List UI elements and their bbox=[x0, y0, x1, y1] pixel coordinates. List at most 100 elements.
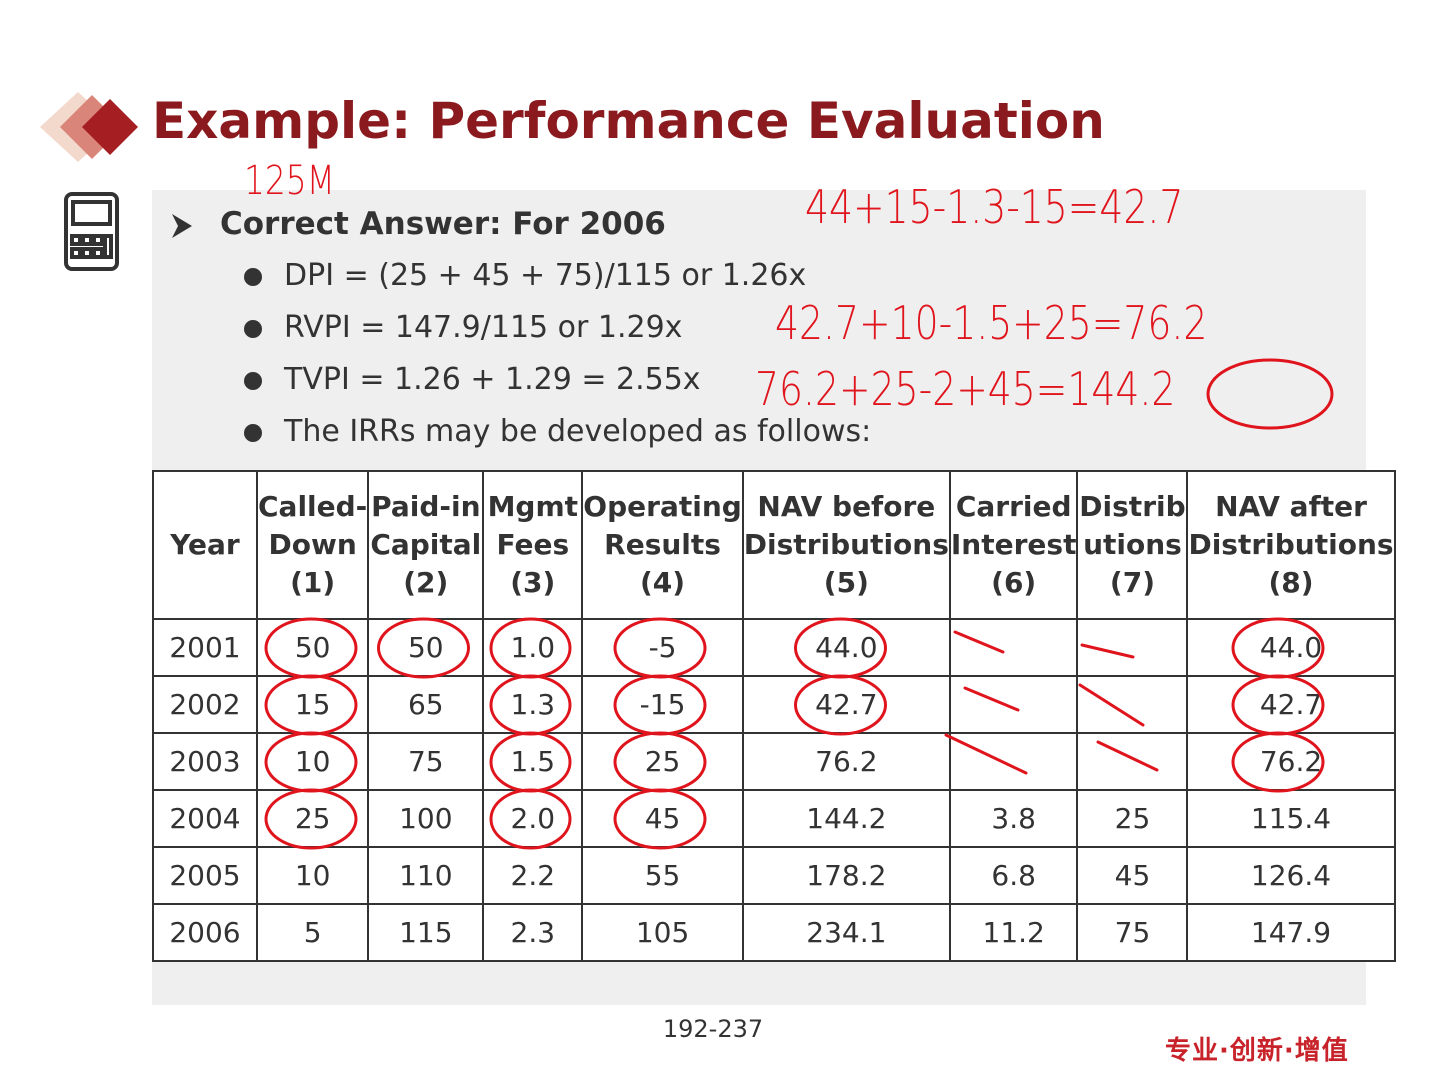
table-cell: 2006 bbox=[152, 903, 258, 962]
header-line: Operating bbox=[583, 490, 742, 523]
ink-circle bbox=[1231, 674, 1325, 736]
bullet-dot bbox=[244, 424, 262, 442]
header-cell: NAV before Distributions (5) bbox=[741, 470, 951, 620]
header-line: Year bbox=[170, 528, 240, 561]
table-cell: 50 bbox=[367, 618, 485, 677]
table-cell: 6.8 bbox=[948, 846, 1079, 905]
bullet-dot bbox=[244, 320, 262, 338]
bullet: The IRRs may be developed as follows: bbox=[284, 414, 872, 449]
irr-table: Year Called- Down (1) Paid-in Capital (2) Mgmt F… bbox=[152, 470, 1396, 962]
logo: 专业·创新·增值 bbox=[1165, 1036, 1349, 1066]
table-cell: 11.2 bbox=[948, 903, 1079, 962]
header-cell: Mgmt Fees (3) bbox=[482, 470, 584, 620]
table-row: 2005 10 110 2.2 55 178.2 6.8 45 126.4 bbox=[152, 846, 1396, 905]
table-cell: 2004 bbox=[152, 789, 258, 848]
table-row: 2004 25 100 2.0 45 144.2 3.8 25 115.4 bbox=[152, 789, 1396, 848]
table-cell: 76.2 bbox=[741, 732, 951, 791]
ink-circle bbox=[489, 617, 572, 679]
ink-circle bbox=[377, 617, 470, 679]
table-cell: 45 bbox=[581, 789, 744, 848]
header-line: (6) bbox=[991, 566, 1037, 599]
table-cell bbox=[1076, 675, 1189, 734]
table-cell: 115.4 bbox=[1186, 789, 1396, 848]
header-cell: Year bbox=[152, 470, 258, 620]
table-cell: 45 bbox=[1076, 846, 1189, 905]
answer-heading: Correct Answer: For 2006 bbox=[220, 206, 666, 242]
header-line: Distrib bbox=[1079, 490, 1186, 523]
table-cell bbox=[948, 675, 1079, 734]
table-cell: 75 bbox=[367, 732, 485, 791]
ink-circle bbox=[613, 674, 707, 736]
table-cell: 110 bbox=[367, 846, 485, 905]
annotation: 44+15-1.3-15=42.7 bbox=[805, 180, 1184, 234]
table-cell: 100 bbox=[367, 789, 485, 848]
table-cell: 42.7 bbox=[741, 675, 951, 734]
header-cell: NAV after Distributions (8) bbox=[1186, 470, 1396, 620]
header-line: (3) bbox=[510, 566, 556, 599]
header-cell: Operating Results (4) bbox=[581, 470, 744, 620]
table-cell: 2.3 bbox=[482, 903, 584, 962]
header-line: Mgmt bbox=[487, 490, 579, 523]
table-row: 2002 15 65 1.3 -15 42.7 42.7 bbox=[152, 675, 1396, 734]
ink-circle bbox=[264, 674, 358, 736]
header-cell: Paid-in Capital (2) bbox=[367, 470, 485, 620]
ink-circle bbox=[264, 617, 358, 679]
table-cell: 44.0 bbox=[741, 618, 951, 677]
header-line: NAV before bbox=[757, 490, 936, 523]
table-cell: 3.8 bbox=[948, 789, 1079, 848]
header-line: (8) bbox=[1268, 566, 1314, 599]
header-line: Interest bbox=[950, 528, 1077, 561]
header-line: (5) bbox=[823, 566, 869, 599]
ink-circle bbox=[264, 788, 358, 850]
header-line: Called- bbox=[258, 490, 368, 523]
table-cell: 126.4 bbox=[1186, 846, 1396, 905]
table-cell bbox=[1076, 732, 1189, 791]
header-line: Capital bbox=[370, 528, 482, 561]
header-cell: Called- Down (1) bbox=[255, 470, 370, 620]
ink-stroke bbox=[953, 630, 1005, 654]
bullet-dot bbox=[244, 372, 262, 390]
ink-stroke bbox=[1078, 683, 1145, 727]
bullet: RVPI = 147.9/115 or 1.29x bbox=[284, 310, 683, 345]
table-cell bbox=[948, 732, 1079, 791]
ink-circle bbox=[264, 731, 358, 793]
ink-stroke bbox=[944, 733, 1028, 775]
ink-circle bbox=[489, 674, 572, 736]
table-cell: 2005 bbox=[152, 846, 258, 905]
bullet-dot bbox=[244, 268, 262, 286]
header-line: Distributions bbox=[1188, 528, 1394, 561]
page-number: 192-237 bbox=[662, 1015, 764, 1043]
slide-title: Example: Performance Evaluation bbox=[152, 92, 1105, 150]
ink-circle bbox=[613, 788, 707, 850]
table-cell: 2002 bbox=[152, 675, 258, 734]
arrow-bullet bbox=[172, 214, 192, 238]
table-cell: 2001 bbox=[152, 618, 258, 677]
table-cell: 147.9 bbox=[1186, 903, 1396, 962]
table-cell: 5 bbox=[255, 903, 370, 962]
table-row: 2003 10 75 1.5 25 76.2 76.2 bbox=[152, 732, 1396, 791]
ink-stroke bbox=[1096, 740, 1159, 772]
header-line: NAV after bbox=[1215, 490, 1367, 523]
bullet: TVPI = 1.26 + 1.29 = 2.55x bbox=[284, 362, 701, 397]
ink-stroke bbox=[1080, 643, 1135, 659]
header-line: Fees bbox=[496, 528, 570, 561]
table-cell: 65 bbox=[367, 675, 485, 734]
table-cell: 55 bbox=[581, 846, 744, 905]
header-line: utions bbox=[1083, 528, 1182, 561]
table-cell: 115 bbox=[367, 903, 485, 962]
annotation: 42.7+10-1.5+25=76.2 bbox=[775, 296, 1208, 350]
table-cell: 76.2 bbox=[1186, 732, 1396, 791]
ink-stroke bbox=[963, 686, 1020, 712]
diamond bbox=[82, 99, 138, 155]
table-cell: 25 bbox=[1076, 789, 1189, 848]
ink-circle bbox=[613, 731, 707, 793]
header-line: (1) bbox=[290, 566, 336, 599]
header-cell: Carried Interest (6) bbox=[948, 470, 1079, 620]
ink-circle bbox=[1231, 617, 1325, 679]
table-cell: 2.0 bbox=[482, 789, 584, 848]
table-cell: -15 bbox=[581, 675, 744, 734]
